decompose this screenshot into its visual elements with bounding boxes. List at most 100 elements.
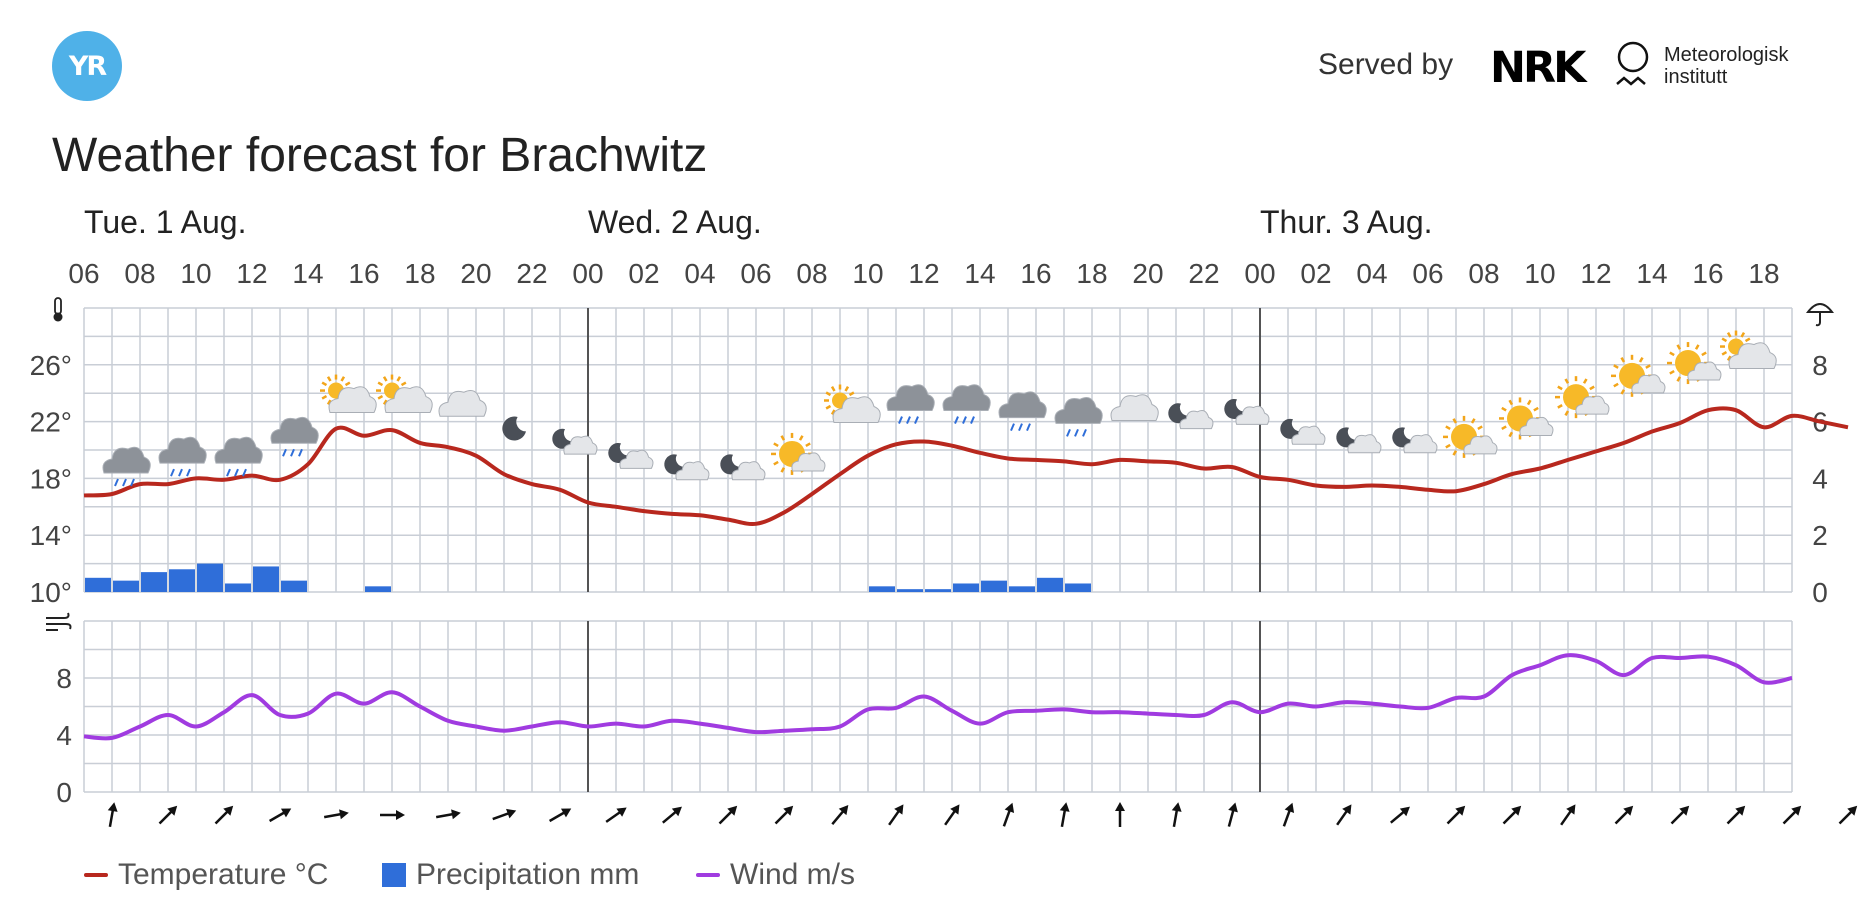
sun-ray bbox=[1564, 410, 1570, 416]
wind-icon bbox=[46, 612, 72, 631]
sun-ray bbox=[1620, 357, 1626, 363]
rain-cloud-icon bbox=[942, 384, 991, 424]
sun-ray bbox=[1445, 425, 1451, 430]
arrow-head bbox=[1623, 805, 1634, 816]
sun-ray bbox=[1694, 344, 1700, 350]
rain-drop bbox=[298, 448, 303, 457]
night-cloud-icon bbox=[1280, 418, 1326, 445]
arrow-head bbox=[396, 810, 405, 820]
wind-arrow-icon bbox=[1446, 805, 1466, 825]
wind-arrow-icon bbox=[214, 805, 234, 825]
hour-label: 16 bbox=[1692, 258, 1723, 289]
partly-sunny-icon bbox=[376, 374, 433, 414]
wind-arrow-icon bbox=[944, 804, 960, 826]
sun-ray bbox=[798, 435, 804, 441]
night-cloud-icon bbox=[1168, 403, 1214, 430]
sun-ray bbox=[1557, 404, 1563, 409]
sun-ray bbox=[1526, 399, 1532, 406]
arrow-head bbox=[1566, 804, 1576, 815]
night-cloud-icon bbox=[552, 428, 598, 455]
legend-wind-label: Wind m/s bbox=[730, 858, 856, 891]
wind-arrow-icon bbox=[831, 805, 849, 825]
precipitation-swatch bbox=[382, 863, 406, 887]
sun-ray bbox=[773, 460, 779, 466]
sun-ray bbox=[1564, 378, 1570, 384]
hour-label: 04 bbox=[1356, 258, 1387, 289]
wind-arrow-icon bbox=[1614, 805, 1634, 825]
night-cloud-icon bbox=[720, 454, 766, 481]
sun-ray bbox=[1701, 351, 1707, 357]
met-institute-icon bbox=[1616, 41, 1649, 86]
rain-drop bbox=[234, 468, 239, 477]
hour-label: 12 bbox=[908, 258, 939, 289]
rain-drop bbox=[906, 416, 911, 424]
nrk-logo[interactable]: NRK bbox=[1490, 43, 1586, 93]
hour-label: 00 bbox=[1244, 258, 1275, 289]
sun-ray bbox=[1740, 332, 1746, 338]
rain-drop bbox=[970, 416, 975, 424]
cloud-shape bbox=[563, 435, 598, 455]
rain-drop bbox=[1018, 423, 1023, 432]
sun-ray bbox=[1582, 378, 1588, 384]
moon-shape bbox=[664, 454, 684, 475]
hour-label: 12 bbox=[1580, 258, 1611, 289]
rain-cloud-icon bbox=[270, 416, 319, 457]
met-institute-logo[interactable]: Meteorologisk institutt bbox=[1664, 44, 1789, 88]
hour-label: 16 bbox=[1020, 258, 1051, 289]
cloud-shape bbox=[619, 449, 654, 469]
precipitation-bar bbox=[169, 569, 195, 592]
cloud-shape bbox=[102, 446, 151, 474]
temperature-line bbox=[83, 406, 1849, 527]
rain-drop bbox=[1082, 428, 1087, 437]
moon-shape bbox=[502, 416, 526, 441]
wind-grid bbox=[83, 620, 1793, 793]
hour-label: 10 bbox=[180, 258, 211, 289]
arrow-head bbox=[1399, 806, 1410, 817]
rain-drop bbox=[954, 416, 959, 424]
sun-ray bbox=[321, 394, 328, 400]
hour-label: 14 bbox=[964, 258, 995, 289]
precipitation-bar bbox=[85, 577, 111, 592]
cloud-shape bbox=[1687, 361, 1722, 381]
sun-ray bbox=[805, 442, 811, 448]
wind-arrow-icon bbox=[548, 808, 572, 823]
precipitation-tick: 4 bbox=[1812, 463, 1828, 494]
wind-arrow-icon bbox=[1670, 805, 1690, 825]
sun-ray bbox=[377, 394, 384, 400]
wind-arrow-icon bbox=[888, 804, 904, 826]
arrow-head bbox=[727, 805, 738, 816]
hour-label: 10 bbox=[1524, 258, 1555, 289]
wind-arrow-icon bbox=[1726, 805, 1746, 825]
cloud-shape bbox=[675, 461, 710, 481]
hour-label: 16 bbox=[348, 258, 379, 289]
sun-ray bbox=[1533, 406, 1539, 412]
moon-shape bbox=[1168, 403, 1188, 424]
rain-drop bbox=[1010, 423, 1015, 432]
hour-label: 04 bbox=[684, 258, 715, 289]
moon-shape bbox=[552, 428, 572, 449]
partly-sunny-icon bbox=[1720, 330, 1777, 370]
sun-cloud-icon bbox=[1611, 354, 1666, 397]
yr-logo[interactable]: YR bbox=[52, 31, 122, 101]
hour-label: 18 bbox=[404, 258, 435, 289]
legend-wind: Wind m/s bbox=[696, 858, 855, 892]
rain-drop bbox=[178, 468, 183, 477]
rain-drop bbox=[1074, 428, 1079, 437]
cloud-shape bbox=[942, 384, 991, 412]
cloud-icon bbox=[438, 389, 487, 417]
forecast-chart: Tue. 1 Aug. Wed. 2 Aug. Thur. 3 Aug.06 08 10… bbox=[30, 204, 1858, 828]
cloud-shape bbox=[1291, 425, 1326, 445]
arrow-head bbox=[451, 809, 461, 820]
sun-ray bbox=[1726, 355, 1732, 362]
arrow-head bbox=[1455, 805, 1466, 816]
cloud-shape bbox=[832, 396, 881, 423]
sun-ray bbox=[848, 391, 855, 397]
sun-ray bbox=[1744, 337, 1751, 343]
precipitation-bar bbox=[897, 589, 923, 592]
hour-label: 08 bbox=[1468, 258, 1499, 289]
sun-ray bbox=[825, 391, 832, 397]
sun-cloud-icon bbox=[771, 432, 826, 475]
sun-ray bbox=[1620, 389, 1626, 395]
cloud-shape bbox=[1519, 416, 1554, 436]
hour-label: 18 bbox=[1076, 258, 1107, 289]
